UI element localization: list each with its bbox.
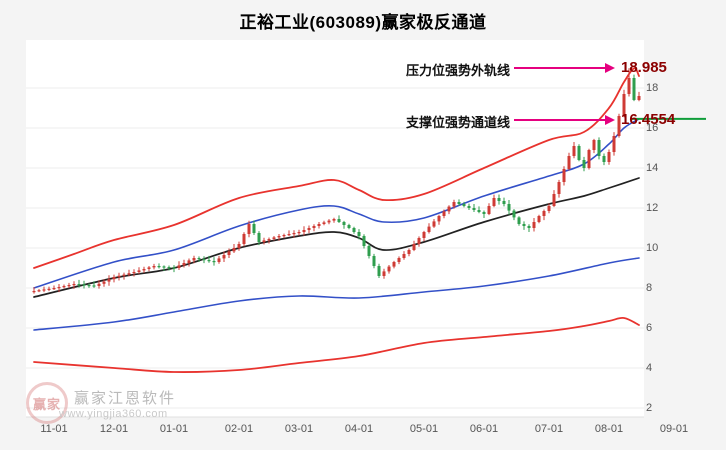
watermark: 赢家 赢家江恩软件 www.yingjia360.com [26, 380, 256, 428]
y-axis-label: 2 [646, 402, 653, 414]
y-axis-label: 6 [646, 322, 653, 334]
support-annotation-label: 支撑位强势通道线 [405, 115, 510, 130]
outer-rail-upper-line [33, 67, 640, 269]
pressure-value: 18.985 [621, 59, 667, 76]
x-axis-label: 06-01 [469, 423, 499, 435]
support-value: 16.4554 [621, 111, 676, 128]
outer-rail-lower-line [33, 316, 640, 373]
candles [32, 68, 641, 294]
pressure-annotation-label: 压力位强势外轨线 [405, 63, 510, 78]
x-axis-label: 09-01 [659, 423, 689, 435]
brand-logo-icon: 赢家 [26, 382, 68, 424]
plot-background [26, 40, 644, 417]
y-axis-label: 12 [646, 202, 659, 214]
support-arrowhead-icon [605, 115, 615, 125]
x-axis-label: 05-01 [409, 423, 439, 435]
watermark-brand: 赢家江恩软件 [74, 390, 177, 407]
x-axis-label: 04-01 [344, 423, 374, 435]
pressure-arrow-line [514, 67, 606, 69]
x-axis-label: 01-01 [159, 423, 189, 435]
y-axis-label: 14 [646, 162, 659, 174]
chart-title: 正裕工业(603089)赢家极反通道 [239, 13, 487, 32]
gridlines [26, 87, 644, 409]
y-axis-label: 4 [646, 362, 653, 374]
watermark-url: www.yingjia360.com [59, 408, 168, 420]
pressure-arrowhead-icon [605, 63, 615, 73]
x-axis-label: 02-01 [224, 423, 254, 435]
brand-logo-text: 赢家 [32, 396, 61, 412]
x-axis-label: 11-01 [40, 423, 68, 435]
x-axis-label: 07-01 [534, 423, 564, 435]
x-axis-label: 03-01 [284, 423, 314, 435]
y-axis-label: 10 [646, 242, 659, 254]
y-axis-label: 16 [646, 122, 659, 134]
y-axis-label: 18 [646, 82, 659, 94]
support-arrow-line [514, 119, 606, 121]
channel-lower-line [33, 257, 640, 331]
x-axis-label: 12-01 [99, 423, 129, 435]
y-axis-label: 8 [646, 282, 653, 294]
x-axis-label: 08-01 [594, 423, 624, 435]
